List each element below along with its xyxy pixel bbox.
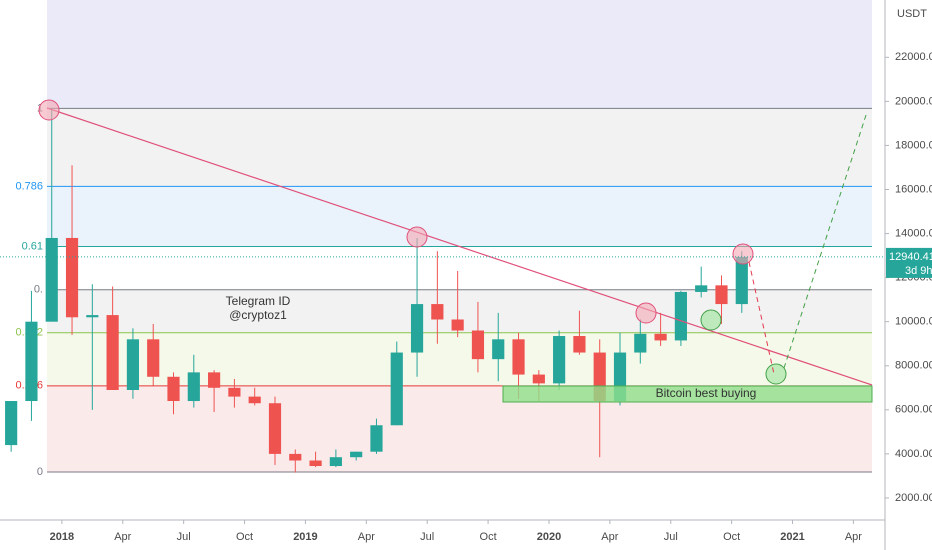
y-tick-label: 20000.00 [895, 95, 932, 107]
y-tick-label: 14000.00 [895, 227, 932, 239]
candle-body [25, 321, 38, 402]
candle-body [410, 304, 424, 353]
candle-body [553, 336, 566, 384]
candle-body [208, 372, 221, 388]
candle-body [390, 352, 403, 426]
x-tick-label: Jul [177, 531, 191, 543]
fib-label: 0. [34, 284, 43, 296]
candle-body [329, 457, 342, 467]
candle-body [370, 425, 383, 452]
candle-body [634, 333, 647, 353]
candle-body [654, 333, 667, 341]
candle-body [309, 460, 322, 467]
x-tick-label: 2018 [50, 531, 74, 543]
highlight-circles [38, 99, 754, 324]
fib-label: 0.61 [22, 240, 43, 252]
countdown: 3d 9h [905, 265, 932, 277]
candle-body [532, 374, 545, 384]
candle-body [695, 285, 708, 292]
x-tick-label: Apr [114, 531, 131, 543]
y-tick-label: 16000.00 [895, 183, 932, 195]
candle-body [350, 451, 363, 458]
fib-label: 0.786 [15, 180, 43, 192]
candle-body [187, 372, 200, 402]
candle-body [573, 336, 586, 353]
candle-body [228, 387, 241, 397]
x-tick-label: Apr [845, 531, 862, 543]
candle-body [268, 403, 282, 454]
fib-band [47, 332, 872, 386]
candle-body [735, 256, 748, 305]
currency-label: USDT [897, 8, 927, 20]
x-tick-label: Oct [723, 531, 740, 543]
trend-line [46, 107, 873, 386]
candle-body [512, 339, 525, 375]
fib-label: 0 [37, 466, 43, 478]
x-tick-label: 2021 [780, 531, 804, 543]
candle-body [431, 304, 444, 320]
target-circles [700, 309, 787, 385]
y-tick-label: 18000.00 [895, 139, 932, 151]
x-tick-label: Oct [480, 531, 497, 543]
candle-body [492, 339, 505, 360]
watermark: @cryptoz1 [229, 308, 287, 322]
x-tick-label: Apr [601, 531, 618, 543]
candle-body [5, 401, 18, 446]
candle-body [147, 339, 160, 377]
candle-body [715, 285, 728, 305]
y-tick-label: 8000.00 [895, 360, 932, 372]
candle-body [45, 237, 58, 322]
x-tick-label: Jul [420, 531, 434, 543]
y-tick-label: 10000.00 [895, 316, 932, 328]
x-tick-label: Apr [358, 531, 375, 543]
y-tick-label: 6000.00 [895, 404, 932, 416]
buy-zone [502, 385, 873, 403]
buy-zone-label: Bitcoin best buying [656, 386, 757, 400]
x-tick-label: 2020 [537, 531, 561, 543]
fib-band [47, 186, 872, 247]
candle-body [471, 330, 485, 360]
x-tick-label: Jul [664, 531, 678, 543]
candle-body [248, 396, 261, 404]
y-tick-label: 2000.00 [895, 492, 932, 504]
candle-body [65, 237, 79, 318]
candle-body [674, 291, 687, 341]
x-tick-label: 2019 [293, 531, 317, 543]
y-tick-label: 4000.00 [895, 448, 932, 460]
candle-body [86, 315, 99, 318]
watermark: Telegram ID [226, 294, 291, 308]
last-price-box [886, 247, 932, 278]
last-price-label: 12940.41 [889, 251, 932, 263]
candle-body [106, 315, 119, 390]
candle-body [126, 339, 140, 390]
x-tick-label: Oct [236, 531, 253, 543]
candle-body [289, 453, 302, 461]
candle-body [167, 376, 180, 402]
candles [5, 107, 748, 473]
projection-down [748, 261, 775, 375]
candle-body [451, 319, 464, 331]
fib-band [47, 108, 872, 187]
top-band [47, 0, 872, 109]
y-tick-label: 22000.00 [895, 51, 932, 63]
